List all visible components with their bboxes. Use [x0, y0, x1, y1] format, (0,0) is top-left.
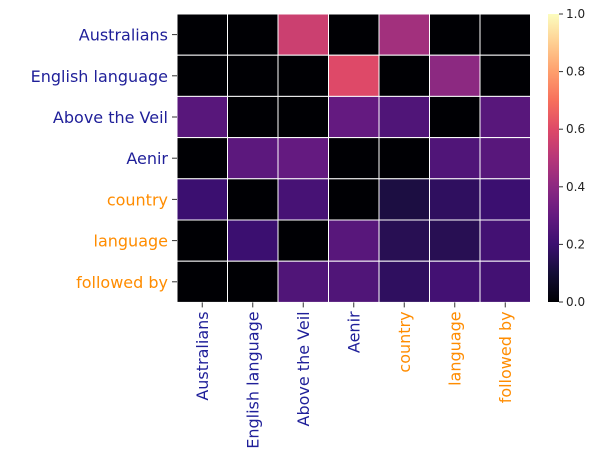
row-label: language [94, 232, 169, 251]
heatmap-cell [479, 54, 531, 97]
column-label: Aenir [345, 311, 364, 353]
heatmap-cell [328, 137, 380, 180]
column-labels: Australians English language Above the Vei… [193, 302, 515, 449]
row-label: country [107, 190, 168, 209]
heatmap-cell [277, 219, 329, 262]
heatmap-cell [479, 137, 531, 180]
heatmap-cell [328, 54, 380, 97]
row-label: English language [31, 67, 168, 86]
heatmap-cells [176, 13, 531, 303]
colorbar-tick-label: 1.0 [566, 7, 585, 21]
heatmap-cell [378, 137, 430, 180]
heatmap-cell [429, 54, 481, 97]
colorbar: 0.0 0.2 0.4 0.6 0.8 1.0 [548, 7, 585, 309]
row-labels: Australians English language Above the Vei… [31, 26, 177, 292]
heatmap-cell [479, 219, 531, 262]
column-label: Above the Veil [294, 311, 313, 426]
heatmap-cell [277, 137, 329, 180]
heatmap-cell [378, 13, 430, 56]
row-label: Aenir [126, 149, 168, 168]
heatmap-cell [378, 95, 430, 139]
row-label: Australians [79, 26, 168, 45]
heatmap-cell [277, 54, 329, 97]
row-label: followed by [76, 273, 168, 292]
heatmap-cell [176, 13, 228, 56]
heatmap-cell [479, 260, 531, 303]
column-label: country [395, 311, 414, 372]
heatmap-cell [277, 178, 329, 221]
heatmap-cell [328, 95, 380, 139]
heatmap-cell [227, 137, 279, 180]
heatmap-cell [479, 95, 531, 139]
heatmap-cell [277, 13, 329, 56]
column-label: followed by [496, 311, 515, 403]
heatmap-cell [378, 54, 430, 97]
heatmap-cell [227, 95, 279, 139]
column-label: English language [244, 311, 263, 448]
colorbar-tick-label: 0.6 [566, 122, 585, 136]
heatmap-cell [328, 13, 380, 56]
heatmap-cell [227, 13, 279, 56]
colorbar-tick-label: 0.8 [566, 65, 585, 79]
heatmap-cell [227, 260, 279, 303]
heatmap-cell [479, 13, 531, 56]
heatmap-cell [429, 95, 481, 139]
heatmap-cell [277, 95, 329, 139]
heatmap-cell [176, 95, 228, 139]
heatmap-cell [378, 260, 430, 303]
heatmap-cell [176, 219, 228, 262]
heatmap-cell [328, 178, 380, 221]
heatmap-cell [429, 260, 481, 303]
row-label: Above the Veil [53, 108, 168, 127]
colorbar-gradient [548, 14, 559, 302]
heatmap-cell [176, 54, 228, 97]
heatmap-cell [378, 219, 430, 262]
heatmap-cell [176, 260, 228, 303]
heatmap-cell [429, 137, 481, 180]
heatmap-cell [429, 178, 481, 221]
heatmap-cell [176, 178, 228, 221]
heatmap-cell [227, 54, 279, 97]
heatmap-cell [176, 137, 228, 180]
colorbar-tick-label: 0.4 [566, 180, 585, 194]
heatmap-cell [378, 178, 430, 221]
heatmap-cell [479, 178, 531, 221]
heatmap-cell [429, 13, 481, 56]
column-label: Australians [193, 311, 212, 400]
heatmap-cell [227, 178, 279, 221]
heatmap-cell [227, 219, 279, 262]
column-label: language [446, 311, 465, 386]
heatmap-cell [328, 219, 380, 262]
colorbar-tick-label: 0.0 [566, 295, 585, 309]
colorbar-tick-label: 0.2 [566, 237, 585, 251]
heatmap-cell [277, 260, 329, 303]
heatmap-cell [328, 260, 380, 303]
heatmap-cell [429, 219, 481, 262]
